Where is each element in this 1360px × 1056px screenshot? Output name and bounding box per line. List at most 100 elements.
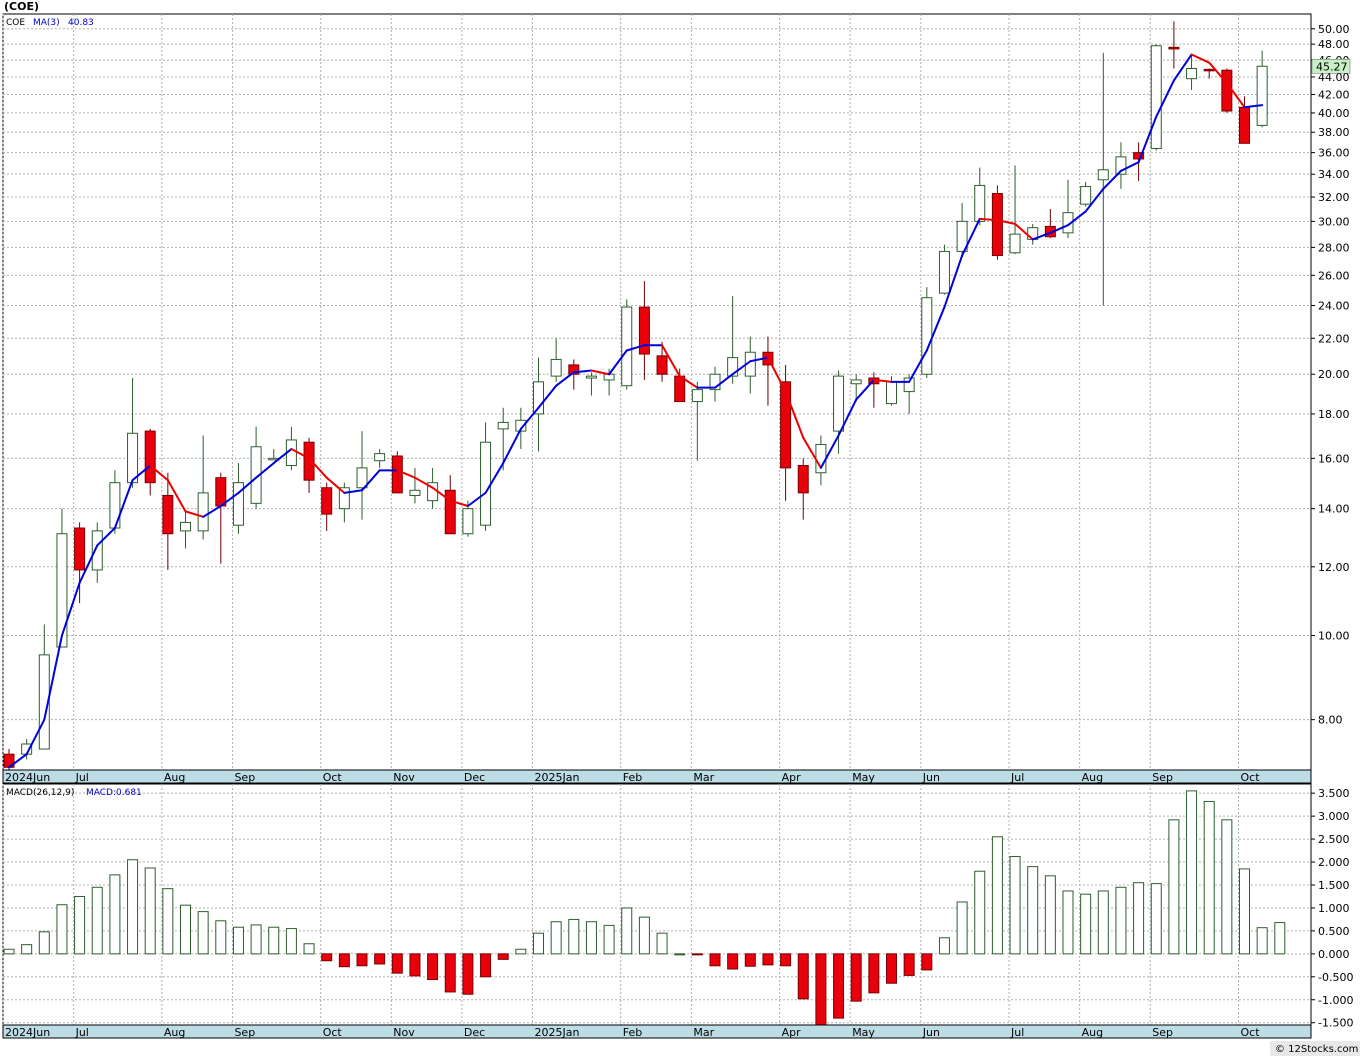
ma3-segment (396, 469, 416, 479)
candle-body (180, 521, 191, 532)
candle-body (550, 358, 562, 377)
macd-bar (1256, 927, 1268, 955)
macd-y-tick-label: 1.000 (1318, 902, 1350, 915)
macd-x-tick-label: 2025Jan (535, 1026, 580, 1039)
ma3-segment (431, 486, 452, 502)
macd-panel (2, 783, 1312, 1026)
macd-bar (91, 886, 103, 955)
candle-body (797, 464, 809, 494)
ma3-segment (961, 217, 981, 257)
ma3-segment (819, 434, 840, 469)
candle-body (480, 441, 492, 526)
macd-bar (603, 924, 615, 955)
price-x-tick-label: Sep (234, 771, 255, 784)
ma3-segment (290, 448, 311, 460)
ma3-segment (590, 369, 611, 376)
ma3-segment (519, 406, 540, 430)
candle-body (1115, 156, 1127, 175)
ma3-segment (872, 378, 893, 383)
ma3-segment (237, 476, 258, 494)
ma3-segment (661, 344, 681, 378)
macd-bar (56, 904, 68, 955)
ma3-segment (784, 390, 805, 439)
candle-body (1009, 233, 1021, 254)
candle-body (497, 421, 509, 430)
candle-body (215, 477, 227, 507)
price-y-tick-label: 18.00 (1318, 408, 1350, 421)
macd-y-tick-label: -1.000 (1318, 994, 1353, 1007)
price-y-tick-label: 24.00 (1318, 299, 1350, 312)
candle-body (1062, 212, 1074, 234)
macd-x-tick-label: Oct (323, 1026, 343, 1039)
price-x-tick-label: 2025Jan (535, 771, 580, 784)
price-x-tick-label: Oct (1241, 771, 1261, 784)
candle-body (621, 306, 633, 387)
macd-bar (250, 924, 262, 955)
macd-bar (956, 901, 968, 955)
ma3-segment (731, 360, 752, 376)
candle-body (568, 364, 580, 375)
macd-bar (533, 932, 544, 955)
candle-body (709, 373, 721, 391)
ma3-segment (272, 448, 293, 465)
ma3-segment (608, 349, 628, 376)
macd-y-tick-label: 0.500 (1318, 925, 1350, 938)
ma3-segment (1155, 79, 1175, 118)
macd-x-tick-label: Dec (464, 1026, 485, 1039)
macd-bar (109, 874, 121, 955)
candle-body (1239, 106, 1250, 144)
candle-body (444, 489, 456, 535)
macd-bar (1239, 868, 1250, 955)
price-x-tick-label: Aug (164, 771, 185, 784)
macd-value-label: MACD:0.681 (86, 788, 142, 798)
price-y-axis: 50.0048.0046.0044.0042.0040.0038.0036.00… (1311, 23, 1350, 727)
ma3-segment (184, 510, 205, 518)
ma3-segment (537, 384, 558, 409)
macd-bar (1097, 890, 1109, 955)
macd-bar (74, 895, 86, 955)
candle-body (1150, 45, 1162, 149)
ma3-segment (572, 369, 593, 374)
price-x-tick-label: Dec (464, 771, 485, 784)
candle-body (656, 355, 668, 375)
candle-body (1256, 65, 1268, 126)
macd-bar (674, 953, 686, 956)
ma3-segment (202, 505, 222, 518)
candle-body (250, 446, 262, 504)
candle-body (674, 375, 686, 403)
macd-bar (232, 926, 244, 955)
ma3-segment (1208, 61, 1228, 85)
candle-body (903, 377, 915, 393)
price-x-axis: 2024Jun Jul Aug Sep Oct Nov Dec 2025Jan Feb Mar Ap… (5, 771, 1260, 784)
ma3-segment (149, 464, 169, 482)
macd-bar (921, 953, 933, 971)
ma3-segment (1243, 104, 1264, 109)
candle-body (144, 430, 156, 484)
macd-x-axis: 2024Jun Jul Aug Sep Oct Nov Dec 2025Jan Feb Mar Ap… (5, 1026, 1260, 1039)
macd-bar (480, 953, 492, 978)
ma3-segment (1031, 231, 1052, 241)
macd-y-tick-label: 3.000 (1318, 810, 1350, 823)
macd-bar (850, 953, 862, 1002)
candle-body (1186, 68, 1198, 80)
ma3-segment (413, 476, 434, 489)
ma3-segment (555, 371, 575, 387)
legend-symbol: COE (6, 18, 25, 28)
price-x-axis-band (2, 769, 1312, 784)
candle-body (232, 482, 244, 526)
price-x-tick-label: Jul (75, 771, 89, 784)
candle-body (197, 492, 209, 532)
last-price-badge (1311, 59, 1351, 74)
ma3-segment (113, 479, 134, 530)
candle-body (127, 432, 139, 484)
ma3-segment (908, 349, 928, 383)
price-x-tick-label: Apr (782, 771, 802, 784)
ma3-segment (749, 356, 769, 363)
candle-body (515, 419, 527, 432)
candle-body (409, 489, 421, 496)
macd-bar (638, 916, 650, 955)
candle-body (886, 381, 897, 405)
macd-bar (974, 870, 986, 955)
macd-bar (444, 953, 456, 993)
macd-bar (868, 953, 880, 994)
